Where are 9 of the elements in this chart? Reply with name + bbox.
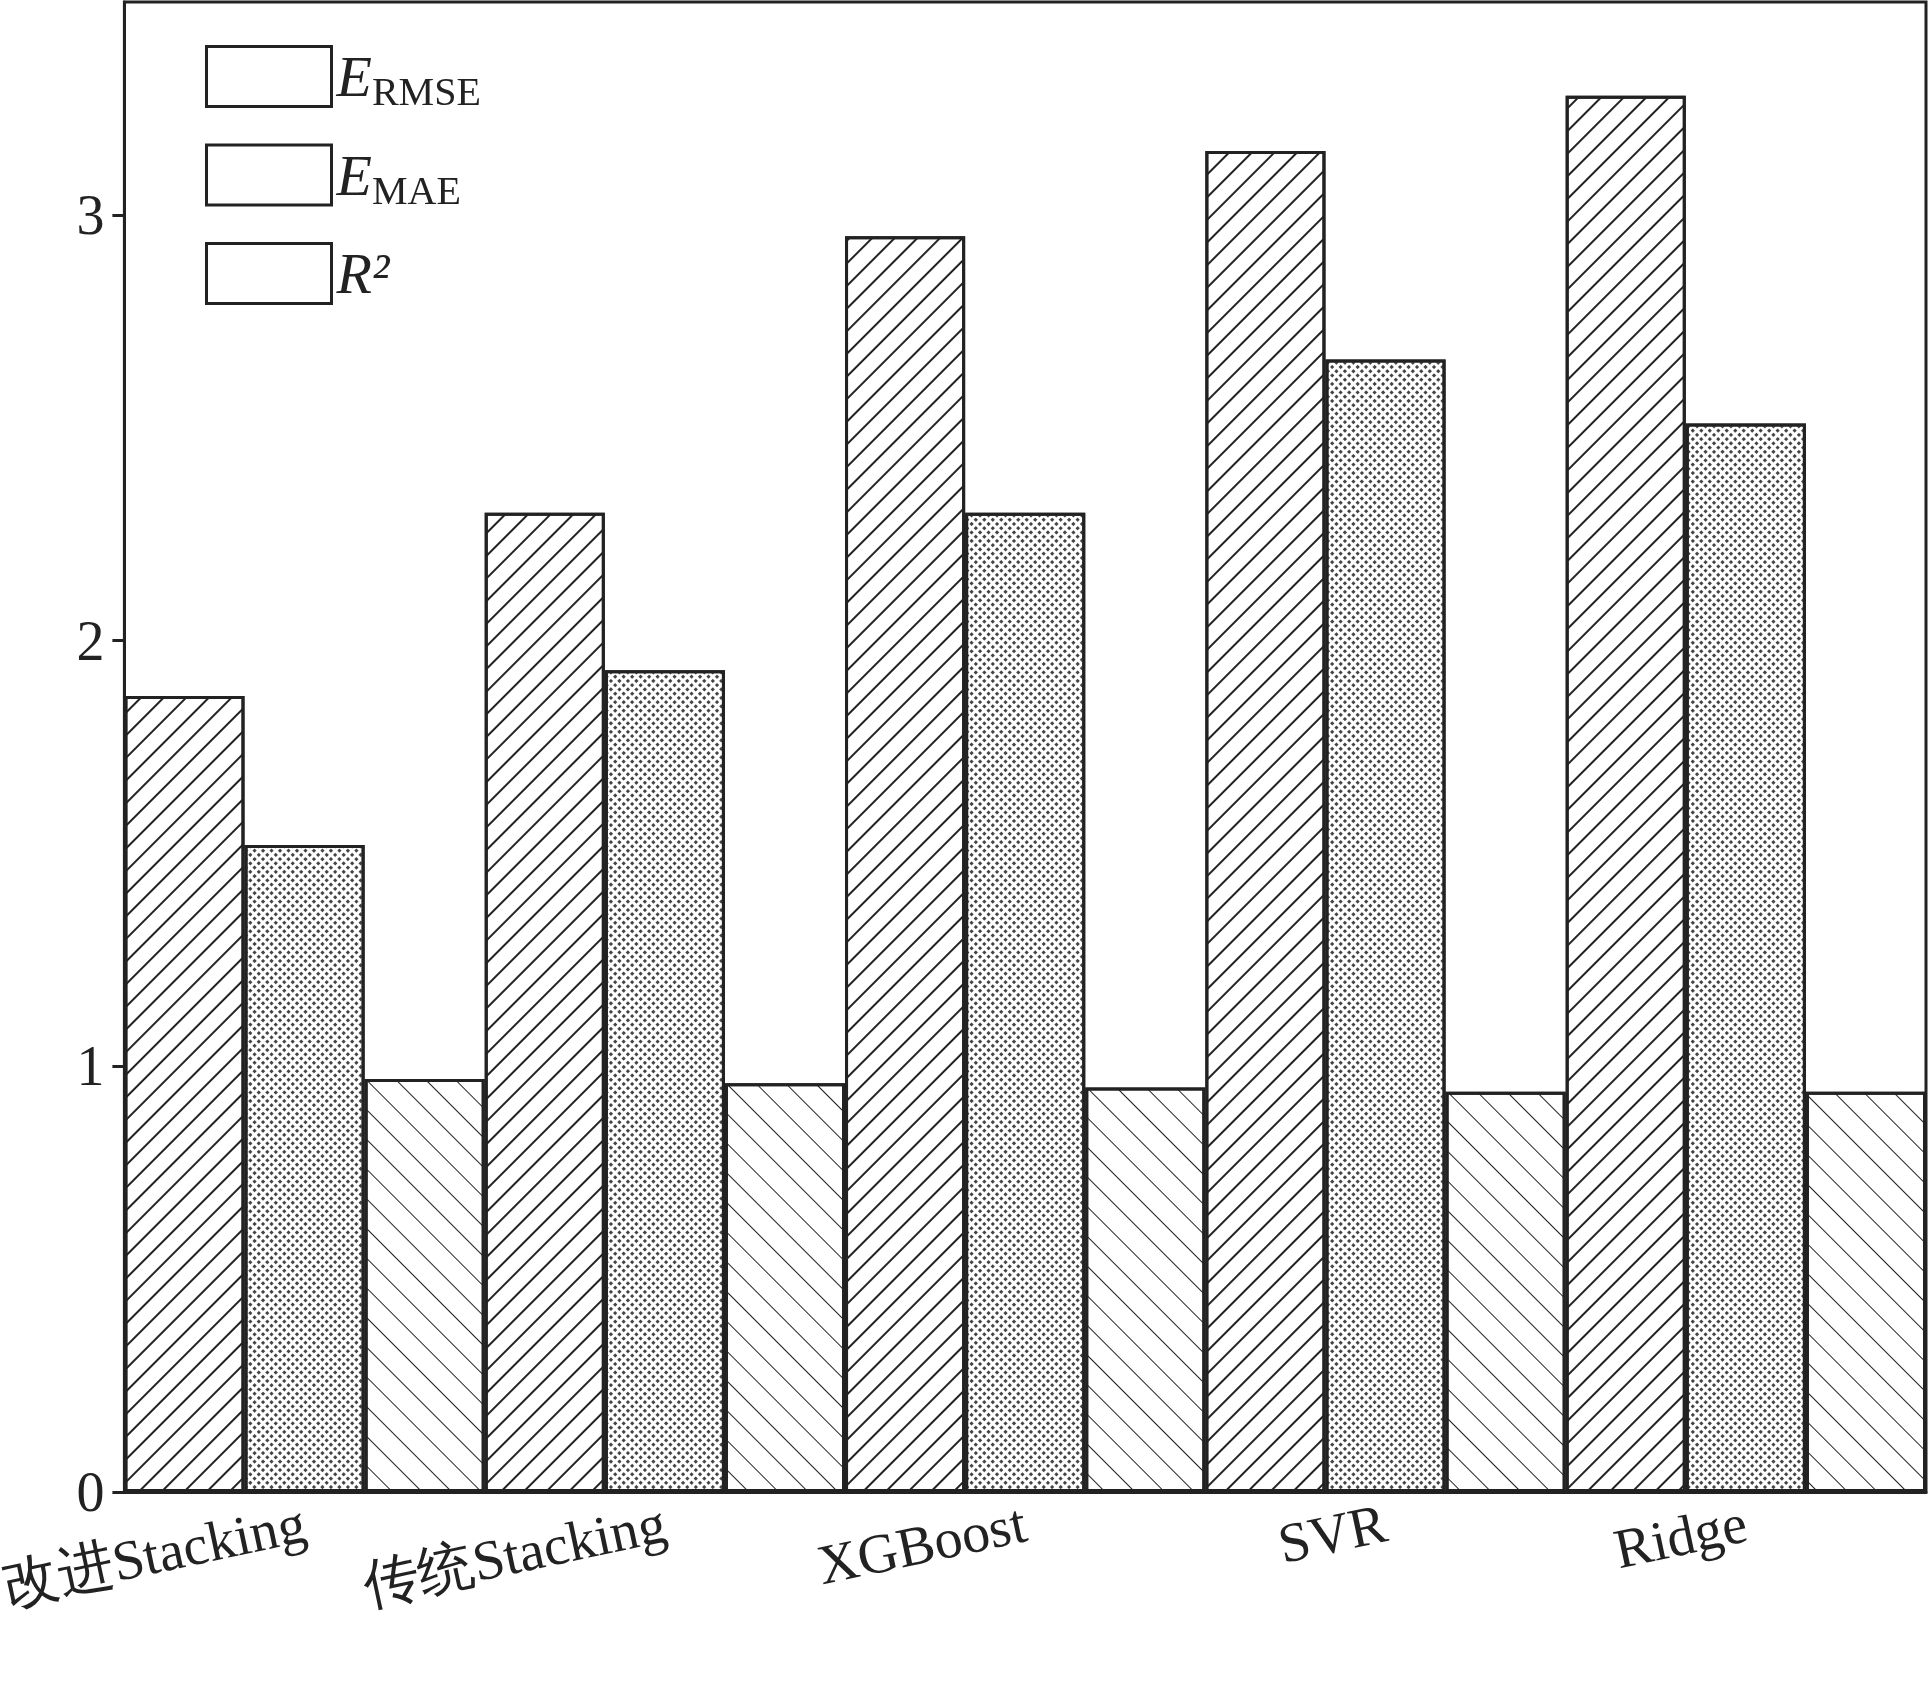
y-tick-label: 2 (76, 609, 105, 672)
y-tick-label: 1 (76, 1035, 105, 1098)
y-tick-label: 0 (76, 1461, 105, 1523)
x-tick-label: 传统Stacking (357, 1491, 672, 1617)
x-tick-label: XGBoost (811, 1491, 1033, 1597)
y-tick-label: 3 (76, 183, 105, 246)
legend-label: R² (335, 241, 391, 306)
x-tick-label: Ridge (1608, 1491, 1753, 1581)
x-tick-label: SVR (1272, 1491, 1393, 1575)
